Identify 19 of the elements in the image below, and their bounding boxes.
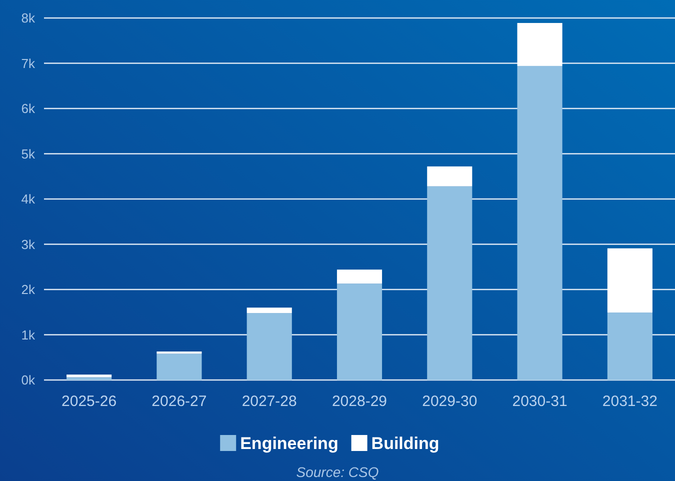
x-tick-label: 2027-28 — [242, 393, 297, 410]
legend-label: Engineering — [240, 434, 338, 453]
x-tick-label: 2028-29 — [332, 393, 388, 410]
x-tick-label: 2026-27 — [152, 393, 207, 410]
y-tick-label: 2k — [21, 282, 36, 298]
x-tick-label: 2025-26 — [62, 393, 117, 410]
y-tick-label: 1k — [21, 327, 36, 342]
x-tick-label: 2031-32 — [602, 393, 658, 410]
legend-label: Building — [371, 434, 440, 453]
y-tick-label: 5k — [21, 146, 36, 162]
x-tick-label: 2029-30 — [422, 393, 478, 410]
source-note: Source: CSQ — [296, 464, 379, 480]
y-tick-label: 0k — [21, 372, 36, 388]
y-tick-label: 6k — [21, 101, 36, 116]
y-tick-label: 3k — [21, 236, 36, 252]
y-tick-label: 8k — [21, 10, 36, 26]
y-tick-label: 7k — [21, 56, 36, 71]
y-tick-label: 4k — [21, 192, 36, 207]
x-tick-label: 2030-31 — [512, 393, 568, 410]
